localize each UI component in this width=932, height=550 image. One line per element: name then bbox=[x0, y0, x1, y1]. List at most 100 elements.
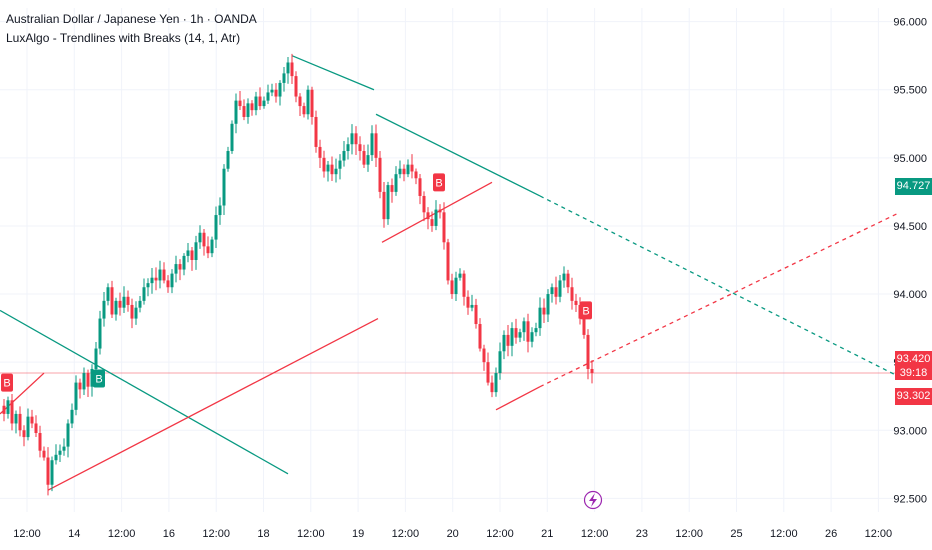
time-tick-label: 12:00 bbox=[392, 528, 420, 540]
price-axis[interactable]: 96.00095.50095.00094.50094.00093.50093.0… bbox=[893, 17, 927, 506]
candle-body bbox=[374, 133, 378, 158]
time-tick-label: 12:00 bbox=[865, 528, 893, 540]
candle-body bbox=[534, 328, 538, 333]
trendline bbox=[375, 113, 541, 197]
current-price: 93.420 bbox=[896, 353, 931, 365]
candle-body bbox=[70, 409, 74, 424]
candle-body bbox=[214, 215, 218, 240]
candle-body bbox=[10, 400, 14, 424]
indicator-title[interactable]: LuxAlgo - Trendlines with Breaks (14, 1,… bbox=[6, 31, 241, 45]
candle-body bbox=[106, 287, 110, 301]
candle-body bbox=[498, 351, 502, 374]
candle-body bbox=[114, 300, 118, 315]
candle-body bbox=[398, 168, 402, 175]
candle-body bbox=[462, 273, 466, 297]
candle-body bbox=[202, 232, 206, 247]
candle-body bbox=[430, 219, 434, 226]
candle-body bbox=[122, 296, 126, 308]
candle-body bbox=[394, 174, 398, 192]
candle-body bbox=[218, 205, 222, 216]
candle-body bbox=[278, 82, 282, 97]
candle-body bbox=[226, 151, 230, 169]
break-label-box bbox=[93, 369, 105, 388]
trendline bbox=[495, 386, 541, 411]
candle-body bbox=[294, 76, 298, 97]
candle-body bbox=[442, 212, 446, 243]
candle-body bbox=[402, 168, 406, 175]
symbol-title[interactable]: Australian Dollar / Japanese Yen · 1h · … bbox=[6, 12, 257, 26]
price-tick-label: 94.500 bbox=[893, 221, 927, 233]
candle-body bbox=[210, 239, 214, 254]
candle-body bbox=[350, 133, 354, 145]
time-tick-label: 12:00 bbox=[297, 528, 325, 540]
candle-body bbox=[518, 332, 522, 338]
candle-body bbox=[466, 296, 470, 308]
price-tick-label: 92.500 bbox=[893, 493, 927, 505]
candle-body bbox=[142, 287, 146, 301]
candle-body bbox=[286, 62, 290, 74]
time-tick-label: 23 bbox=[636, 528, 648, 540]
candle-body bbox=[82, 373, 86, 390]
candle-body bbox=[542, 307, 546, 315]
candle-body bbox=[318, 146, 322, 158]
candle-body bbox=[14, 413, 18, 424]
current-price-tag: 93.420 39:18 bbox=[895, 351, 932, 380]
break-label-text: B bbox=[3, 378, 10, 390]
candle-body bbox=[250, 103, 254, 111]
candle-body bbox=[146, 283, 150, 288]
price-tick-label: 94.000 bbox=[893, 289, 927, 301]
candle-body bbox=[194, 242, 198, 260]
candle-body bbox=[370, 133, 374, 156]
candle-body bbox=[438, 209, 442, 213]
price-tick-label: 93.000 bbox=[893, 425, 927, 437]
candle-body bbox=[222, 168, 226, 206]
time-tick-label: 19 bbox=[352, 528, 364, 540]
candle-body bbox=[30, 416, 34, 424]
candle-body bbox=[458, 273, 462, 278]
candle-body bbox=[138, 300, 142, 308]
price-tick-label: 96.000 bbox=[893, 17, 927, 29]
time-axis[interactable]: 12:00 14 12:00 16 12:00 18 12:00 19 12:00 20 12:00… bbox=[13, 528, 892, 540]
candle-body bbox=[366, 155, 370, 165]
lightning-icon[interactable] bbox=[583, 490, 603, 510]
candle-body bbox=[514, 328, 518, 338]
candle-body bbox=[58, 450, 62, 455]
candle-body bbox=[334, 168, 338, 175]
candle-body bbox=[422, 195, 426, 213]
chart-legend: Australian Dollar / Japanese Yen · 1h · … bbox=[6, 10, 257, 48]
candle-body bbox=[26, 416, 30, 438]
candle-body bbox=[254, 96, 258, 111]
candle-body bbox=[446, 242, 450, 281]
trendlines bbox=[0, 55, 901, 491]
candle-body bbox=[42, 450, 46, 458]
candle-body bbox=[310, 89, 314, 117]
break-label-text: B bbox=[582, 305, 589, 317]
candles bbox=[2, 53, 594, 496]
candle-body bbox=[526, 321, 530, 342]
candle-body bbox=[170, 273, 174, 288]
candle-body bbox=[494, 373, 498, 393]
candle-body bbox=[418, 178, 422, 196]
candle-body bbox=[338, 160, 342, 169]
candle-body bbox=[282, 73, 286, 83]
secondary-price-tag: 93.302 bbox=[895, 388, 932, 405]
candle-body bbox=[306, 89, 310, 115]
candle-body bbox=[546, 294, 550, 315]
candle-body bbox=[86, 373, 90, 387]
trendline bbox=[291, 55, 375, 91]
candle-body bbox=[386, 185, 390, 220]
candle-body bbox=[266, 92, 270, 101]
price-tick-label: 95.000 bbox=[893, 153, 927, 165]
candle-body bbox=[474, 304, 478, 325]
candle-body bbox=[198, 232, 202, 243]
candle-body bbox=[126, 296, 130, 305]
candle-body bbox=[434, 209, 438, 226]
candle-body bbox=[262, 100, 266, 107]
time-tick-label: 12:00 bbox=[770, 528, 798, 540]
candle-body bbox=[406, 164, 410, 175]
candle-body bbox=[50, 460, 54, 485]
time-tick-label: 21 bbox=[541, 528, 553, 540]
candle-body bbox=[538, 307, 542, 329]
candle-body bbox=[590, 368, 594, 374]
